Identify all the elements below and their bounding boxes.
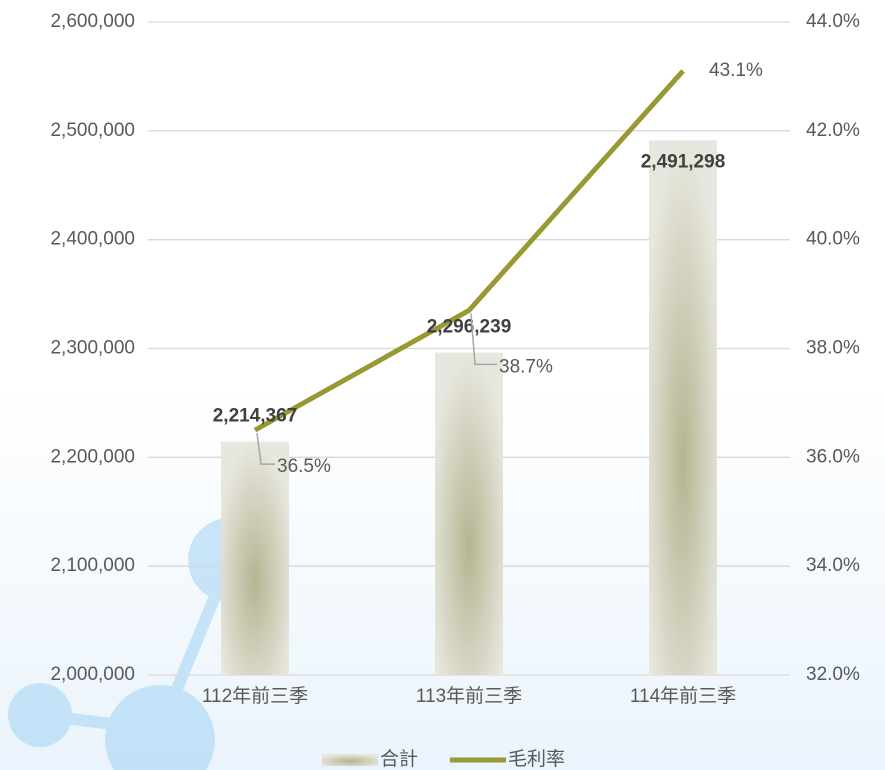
y2-tick-label: 44.0% [806, 11, 860, 32]
y-tick-label: 2,400,000 [50, 229, 135, 250]
bar [649, 140, 717, 675]
legend-label: 毛利率 [508, 748, 565, 770]
bar-value-label: 2,296,239 [427, 317, 512, 338]
line-value-label: 43.1% [709, 60, 763, 81]
legend-swatch [322, 754, 378, 766]
chart: 合計 毛利率 2,000,000 2,100,000 2,200,000 2,300,0… [0, 0, 885, 770]
y-tick-label: 2,300,000 [50, 338, 135, 359]
y-tick-label: 2,600,000 [50, 11, 135, 32]
y-tick-label: 2,100,000 [50, 555, 135, 576]
y-tick-label: 2,200,000 [50, 446, 135, 467]
y-tick-label: 2,000,000 [50, 664, 135, 685]
y2-tick-label: 36.0% [806, 446, 860, 467]
y2-tick-label: 40.0% [806, 229, 860, 250]
bar [435, 353, 503, 675]
y2-tick-label: 32.0% [806, 664, 860, 685]
x-tick-label: 113年前三季 [416, 685, 522, 707]
bar-value-label: 2,491,298 [641, 151, 726, 172]
bar-value-label: 2,214,367 [213, 406, 298, 427]
line-value-label: 38.7% [499, 356, 553, 377]
y2-tick-label: 34.0% [806, 555, 860, 576]
y2-tick-label: 42.0% [806, 120, 860, 141]
x-tick-label: 112年前三季 [202, 685, 308, 707]
y2-tick-label: 38.0% [806, 338, 860, 359]
legend-label: 合計 [380, 748, 418, 770]
x-tick-label: 114年前三季 [630, 685, 736, 707]
y-tick-label: 2,500,000 [50, 120, 135, 141]
line-value-label: 36.5% [277, 456, 331, 477]
